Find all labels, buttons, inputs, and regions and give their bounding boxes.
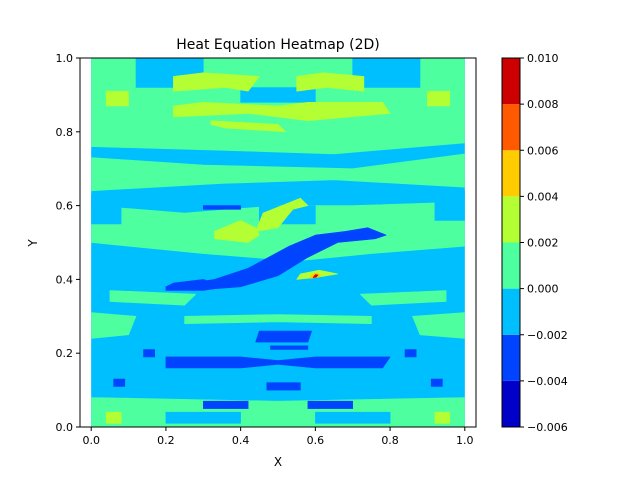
contour-region	[203, 400, 249, 409]
x-tick-label: 0.2	[157, 434, 175, 447]
contour-region	[296, 72, 365, 92]
contour-region	[312, 274, 319, 278]
x-axis-label: X	[274, 455, 282, 469]
colorbar-band	[502, 380, 520, 427]
contour-region	[184, 314, 372, 325]
contour-region	[173, 72, 260, 92]
contour-region	[203, 205, 241, 210]
colorbar-band	[502, 196, 520, 243]
contour-region	[277, 102, 391, 121]
y-tick-label: 1.0	[56, 52, 74, 65]
contour-region	[143, 349, 155, 358]
contour-region	[91, 312, 137, 339]
colorbar-tick-label: 0.008	[527, 98, 559, 111]
contour-region	[165, 411, 241, 424]
y-tick-label: 0.2	[56, 347, 74, 360]
colorbar-tick-label: 0.002	[527, 237, 559, 250]
y-tick-label: 0.6	[56, 200, 74, 213]
contour-region	[427, 90, 451, 107]
contour-region	[105, 90, 129, 107]
colorbar-tick-label: −0.006	[527, 421, 568, 434]
y-tick-label: 0.4	[56, 273, 74, 286]
contour-region	[113, 378, 126, 387]
y-tick-label: 0.0	[56, 421, 74, 434]
plot-frame	[79, 57, 477, 428]
contour-region	[434, 190, 465, 221]
y-axis-label: Y	[26, 239, 40, 248]
contour-region	[307, 400, 354, 409]
y-tick-label: 0.8	[56, 126, 74, 139]
x-tick-label: 0.8	[381, 434, 399, 447]
contour-region	[165, 356, 391, 369]
x-tick-label: 0.6	[307, 434, 325, 447]
colorbar-tick-label: −0.002	[527, 329, 568, 342]
contour-region	[270, 345, 309, 350]
contour-region	[434, 411, 451, 424]
contour-region	[255, 330, 312, 343]
contour-region	[91, 153, 465, 192]
contour-region	[214, 220, 260, 243]
contour-region	[105, 411, 122, 424]
contour-region	[315, 411, 391, 424]
colorbar-band	[502, 104, 520, 151]
contour-region	[412, 312, 465, 339]
chart-title: Heat Equation Heatmap (2D)	[176, 37, 380, 53]
contour-region	[210, 120, 286, 133]
contour-region	[404, 349, 417, 358]
contour-region	[352, 58, 421, 88]
colorbar-band	[502, 288, 520, 335]
x-tick-label: 0.0	[82, 434, 100, 447]
colorbar-tick-label: 0.010	[527, 52, 559, 65]
colorbar-tick-label: 0.000	[527, 283, 559, 296]
colorbar-band	[502, 334, 520, 381]
contour-region	[91, 201, 465, 262]
contour-region	[109, 290, 197, 306]
colorbar-tick-label: 0.004	[527, 190, 559, 203]
colorbar-band	[502, 242, 520, 289]
contour-layer	[91, 58, 465, 427]
x-axis: 0.0 0.2 0.4 0.6 0.8 1.0	[82, 427, 474, 447]
x-tick-label: 1.0	[456, 434, 474, 447]
contour-region	[191, 227, 387, 291]
x-tick-label: 0.4	[232, 434, 250, 447]
contour-region	[91, 397, 465, 427]
contour-region	[430, 378, 443, 387]
contour-region	[266, 382, 301, 391]
colorbar-tick-label: −0.004	[527, 375, 568, 388]
y-axis: 0.0 0.2 0.4 0.6 0.8 1.0	[56, 52, 80, 434]
contour-region	[165, 279, 226, 291]
colorbar-band	[502, 150, 520, 197]
contour-region	[91, 194, 122, 225]
colorbar-band	[502, 58, 520, 105]
contour-region	[359, 290, 447, 306]
colorbar-tick-label: 0.006	[527, 144, 559, 157]
colorbar: −0.006 −0.004 −0.002 0.000 0.002 0.004 0.006 0.…	[501, 52, 568, 434]
contour-region	[255, 197, 309, 232]
